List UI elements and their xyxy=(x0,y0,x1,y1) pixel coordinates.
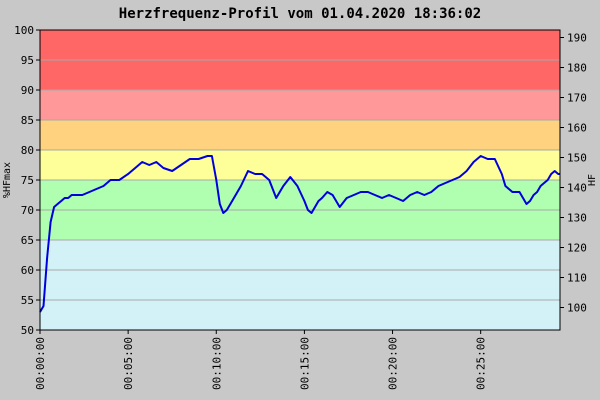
y-tick-label-8: 90 xyxy=(21,84,34,97)
y2-axis-label: HF xyxy=(587,174,598,186)
zone-band-0 xyxy=(40,240,560,330)
y2-tick-label-7: 170 xyxy=(567,92,587,105)
x-tick-label-5: 00:25:00 xyxy=(475,337,488,390)
left-axis-ticks: 50 55 60 65 70 75 80 85 90 95 100 xyxy=(14,24,40,337)
y-tick-label-9: 95 xyxy=(21,54,34,67)
y-tick-label-4: 70 xyxy=(21,204,34,217)
series-layer xyxy=(39,155,560,313)
y2-tick-label-2: 120 xyxy=(567,242,587,255)
x-tick-label-1: 00:05:00 xyxy=(122,337,135,390)
y2-tick-label-3: 130 xyxy=(567,212,587,225)
y2-tick-label-8: 180 xyxy=(567,62,587,75)
y-tick-label-10: 100 xyxy=(14,24,34,37)
zone-band-4 xyxy=(40,90,560,120)
y-axis-label: %HFmax xyxy=(2,162,13,198)
y-tick-label-7: 85 xyxy=(21,114,34,127)
x-tick-label-3: 00:15:00 xyxy=(298,337,311,390)
right-axis-ticks: 100 110 120 130 140 150 160 170 180 190 xyxy=(560,32,587,315)
y2-tick-label-6: 160 xyxy=(567,122,587,135)
y-tick-label-3: 65 xyxy=(21,234,34,247)
y2-tick-label-4: 140 xyxy=(567,182,587,195)
x-tick-label-4: 00:20:00 xyxy=(387,337,400,390)
chart-title: Herzfrequenz-Profil vom 01.04.2020 18:36… xyxy=(119,6,481,22)
y-tick-label-2: 60 xyxy=(21,264,34,277)
y2-tick-label-1: 110 xyxy=(567,272,587,285)
y-tick-label-0: 50 xyxy=(21,324,34,337)
x-tick-label-0: 00:00:00 xyxy=(34,337,47,390)
plot-frame xyxy=(39,29,561,331)
series-line-0 xyxy=(39,155,560,313)
x-tick-label-2: 00:10:00 xyxy=(210,337,223,390)
zone-band-2 xyxy=(40,150,560,180)
y2-tick-label-9: 190 xyxy=(567,32,587,45)
y-tick-label-1: 55 xyxy=(21,294,34,307)
y2-tick-label-5: 150 xyxy=(567,152,587,165)
time-axis-ticks: 00:00:00 00:05:00 00:10:00 00:15:00 00:20:00… xyxy=(34,330,488,390)
zone-band-3 xyxy=(40,120,560,150)
grid-lines xyxy=(40,59,560,301)
y-tick-label-5: 75 xyxy=(21,174,34,187)
y2-tick-label-0: 100 xyxy=(567,302,587,315)
y-tick-label-6: 80 xyxy=(21,144,34,157)
